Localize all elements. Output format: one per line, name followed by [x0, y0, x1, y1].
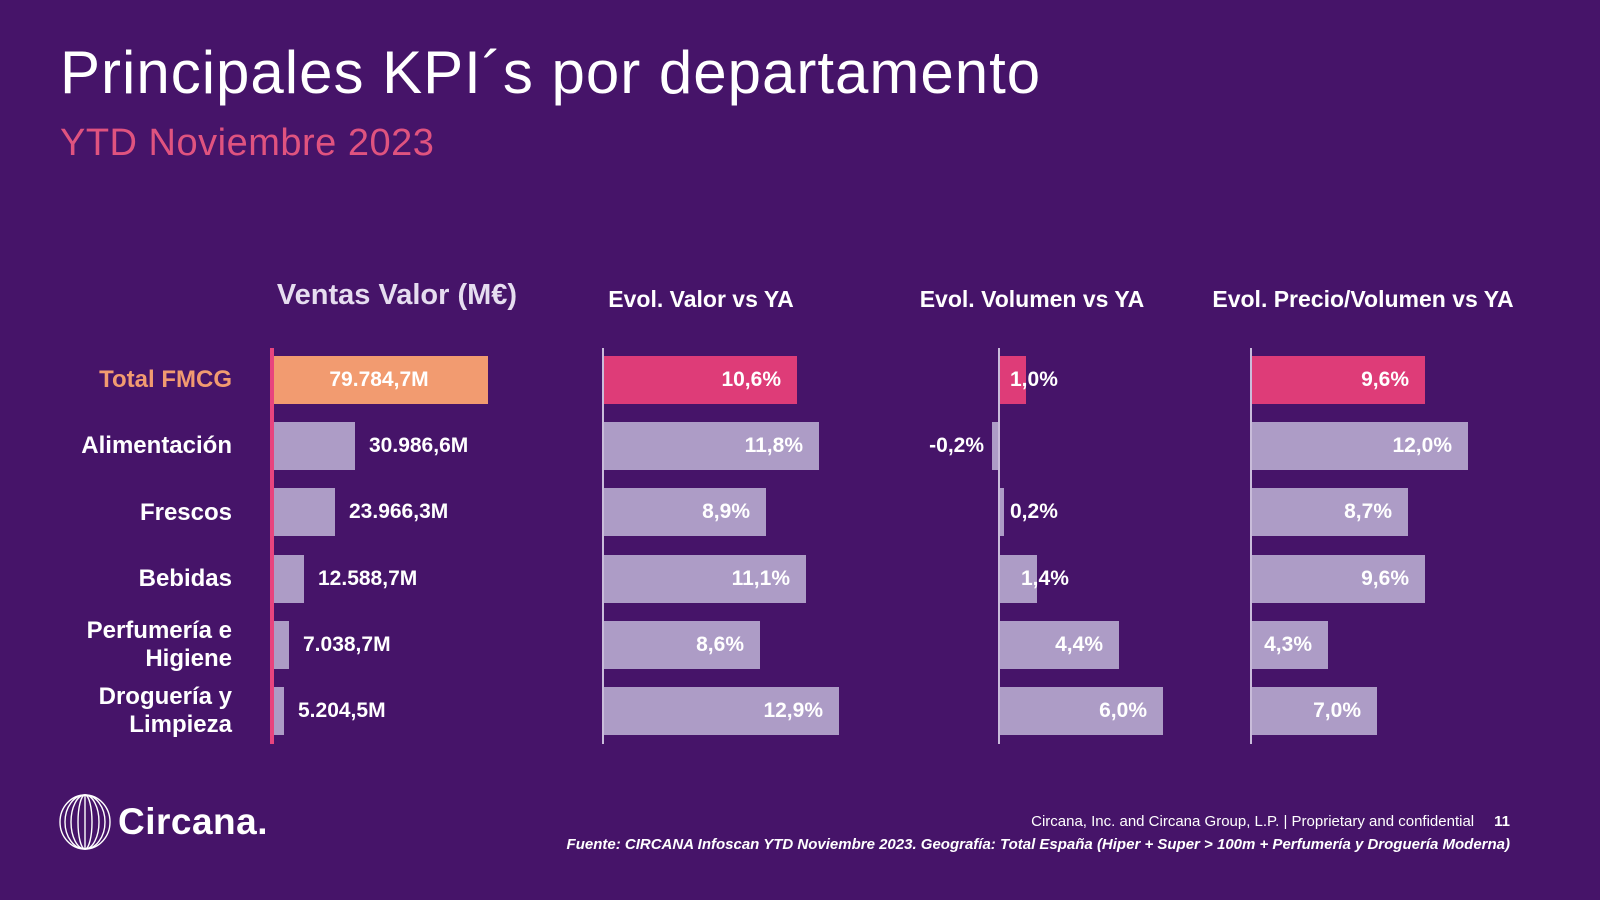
bar-value-label: 8,6% — [696, 632, 744, 656]
row-label-drogueria-y-limpieza: Droguería y Limpieza — [98, 683, 232, 738]
row-label-alimentacion: Alimentación — [81, 432, 232, 460]
bar-bebidas-panel-1 — [602, 554, 806, 603]
panel-header-evol-precio-volumen: Evol. Precio/Volumen vs YA — [1212, 286, 1514, 312]
bar-total-fmcg-panel-0 — [270, 356, 488, 404]
bar-value-label: 23.966,3M — [349, 500, 449, 524]
bar-value-label: 11,1% — [731, 566, 790, 590]
bar-value-label: 4,3% — [1264, 632, 1312, 656]
bar-value-label: 8,7% — [1344, 500, 1392, 524]
bar-value-label: 8,9% — [702, 500, 750, 524]
bar-bebidas-panel-3 — [1250, 554, 1425, 603]
bar-total-fmcg-panel-2 — [998, 356, 1026, 404]
bar-drogueria-y-limpieza-panel-1 — [602, 687, 839, 735]
footer-source-text: Fuente: CIRCANA Infoscan YTD Noviembre 2… — [566, 836, 1510, 853]
bar-value-label: 1,0% — [1010, 368, 1058, 391]
bar-frescos-panel-2 — [998, 488, 1004, 537]
panel-header-evol-valor: Evol. Valor vs YA — [608, 286, 794, 312]
bar-alimentacion-panel-2 — [992, 422, 998, 471]
row-label-frescos: Frescos — [139, 498, 232, 526]
page-number: 11 — [1494, 813, 1510, 830]
bar-bebidas-panel-2 — [998, 554, 1037, 603]
footer-confidential-text: Circana, Inc. and Circana Group, L.P. | … — [1031, 813, 1475, 830]
axis-line-panel-2 — [998, 348, 1000, 744]
bar-bebidas-panel-0 — [270, 554, 304, 603]
bar-alimentacion-panel-0 — [270, 422, 355, 471]
bar-frescos-panel-1 — [602, 488, 766, 537]
footer-logo: Circana. — [58, 793, 268, 851]
row-label-perfumeria-e-higiene: Perfumería e Higiene — [86, 617, 232, 672]
bar-value-label: 5.204,5M — [298, 699, 386, 722]
bar-value-label: 9,6% — [1361, 566, 1409, 590]
bar-frescos-panel-0 — [270, 488, 335, 537]
bar-perfumeria-e-higiene-panel-2 — [998, 620, 1119, 669]
bar-value-label: 7.038,7M — [303, 632, 391, 656]
bar-value-label: 0,2% — [1010, 500, 1058, 524]
bar-alimentacion-panel-1 — [602, 422, 819, 471]
panel-header-evol-volumen: Evol. Volumen vs YA — [919, 286, 1145, 312]
bar-value-label: 11,8% — [744, 434, 803, 458]
bar-perfumeria-e-higiene-panel-1 — [602, 620, 760, 669]
bar-value-label: 10,6% — [721, 368, 781, 391]
bar-perfumeria-e-higiene-panel-0 — [270, 620, 289, 669]
bar-perfumeria-e-higiene-panel-3 — [1250, 620, 1328, 669]
axis-line-panel-0 — [270, 348, 274, 744]
bar-alimentacion-panel-3 — [1250, 422, 1468, 471]
bar-value-label: 6,0% — [1099, 699, 1147, 722]
row-label-bebidas: Bebidas — [138, 564, 232, 592]
bar-value-label: 12.588,7M — [318, 566, 418, 590]
circana-globe-icon — [59, 794, 111, 850]
panel-header-ventas-valor: Ventas Valor (M€) — [276, 279, 518, 311]
footer-right: Circana, Inc. and Circana Group, L.P. | … — [567, 813, 1510, 853]
bar-value-label: 4,4% — [1055, 632, 1103, 656]
bar-value-label: 9,6% — [1361, 368, 1409, 391]
bar-value-label: 7,0% — [1313, 699, 1361, 722]
footer-logo-text: Circana. — [118, 801, 269, 842]
bar-frescos-panel-3 — [1250, 488, 1408, 537]
bar-drogueria-y-limpieza-panel-2 — [998, 687, 1163, 735]
bar-value-label: -0,2% — [929, 434, 984, 458]
bar-value-label: 1,4% — [1021, 566, 1069, 590]
row-label-total-fmcg: Total FMCG — [99, 366, 232, 394]
page-subtitle: YTD Noviembre 2023 — [60, 122, 435, 164]
bar-value-label: 12,0% — [1392, 434, 1452, 458]
bar-value-label: 12,9% — [763, 699, 823, 722]
bar-drogueria-y-limpieza-panel-3 — [1250, 687, 1377, 735]
axis-line-panel-1 — [602, 348, 604, 744]
footer-confidential-line: Circana, Inc. and Circana Group, L.P. | … — [567, 813, 1510, 831]
page-title: Principales KPI´s por departamento — [60, 39, 1042, 106]
axis-line-panel-3 — [1250, 348, 1252, 744]
bar-total-fmcg-panel-1 — [602, 356, 797, 404]
bar-total-fmcg-panel-3 — [1250, 356, 1425, 404]
bar-value-label: 30.986,6M — [369, 434, 469, 458]
bar-value-label: 79.784,7M — [329, 368, 429, 391]
